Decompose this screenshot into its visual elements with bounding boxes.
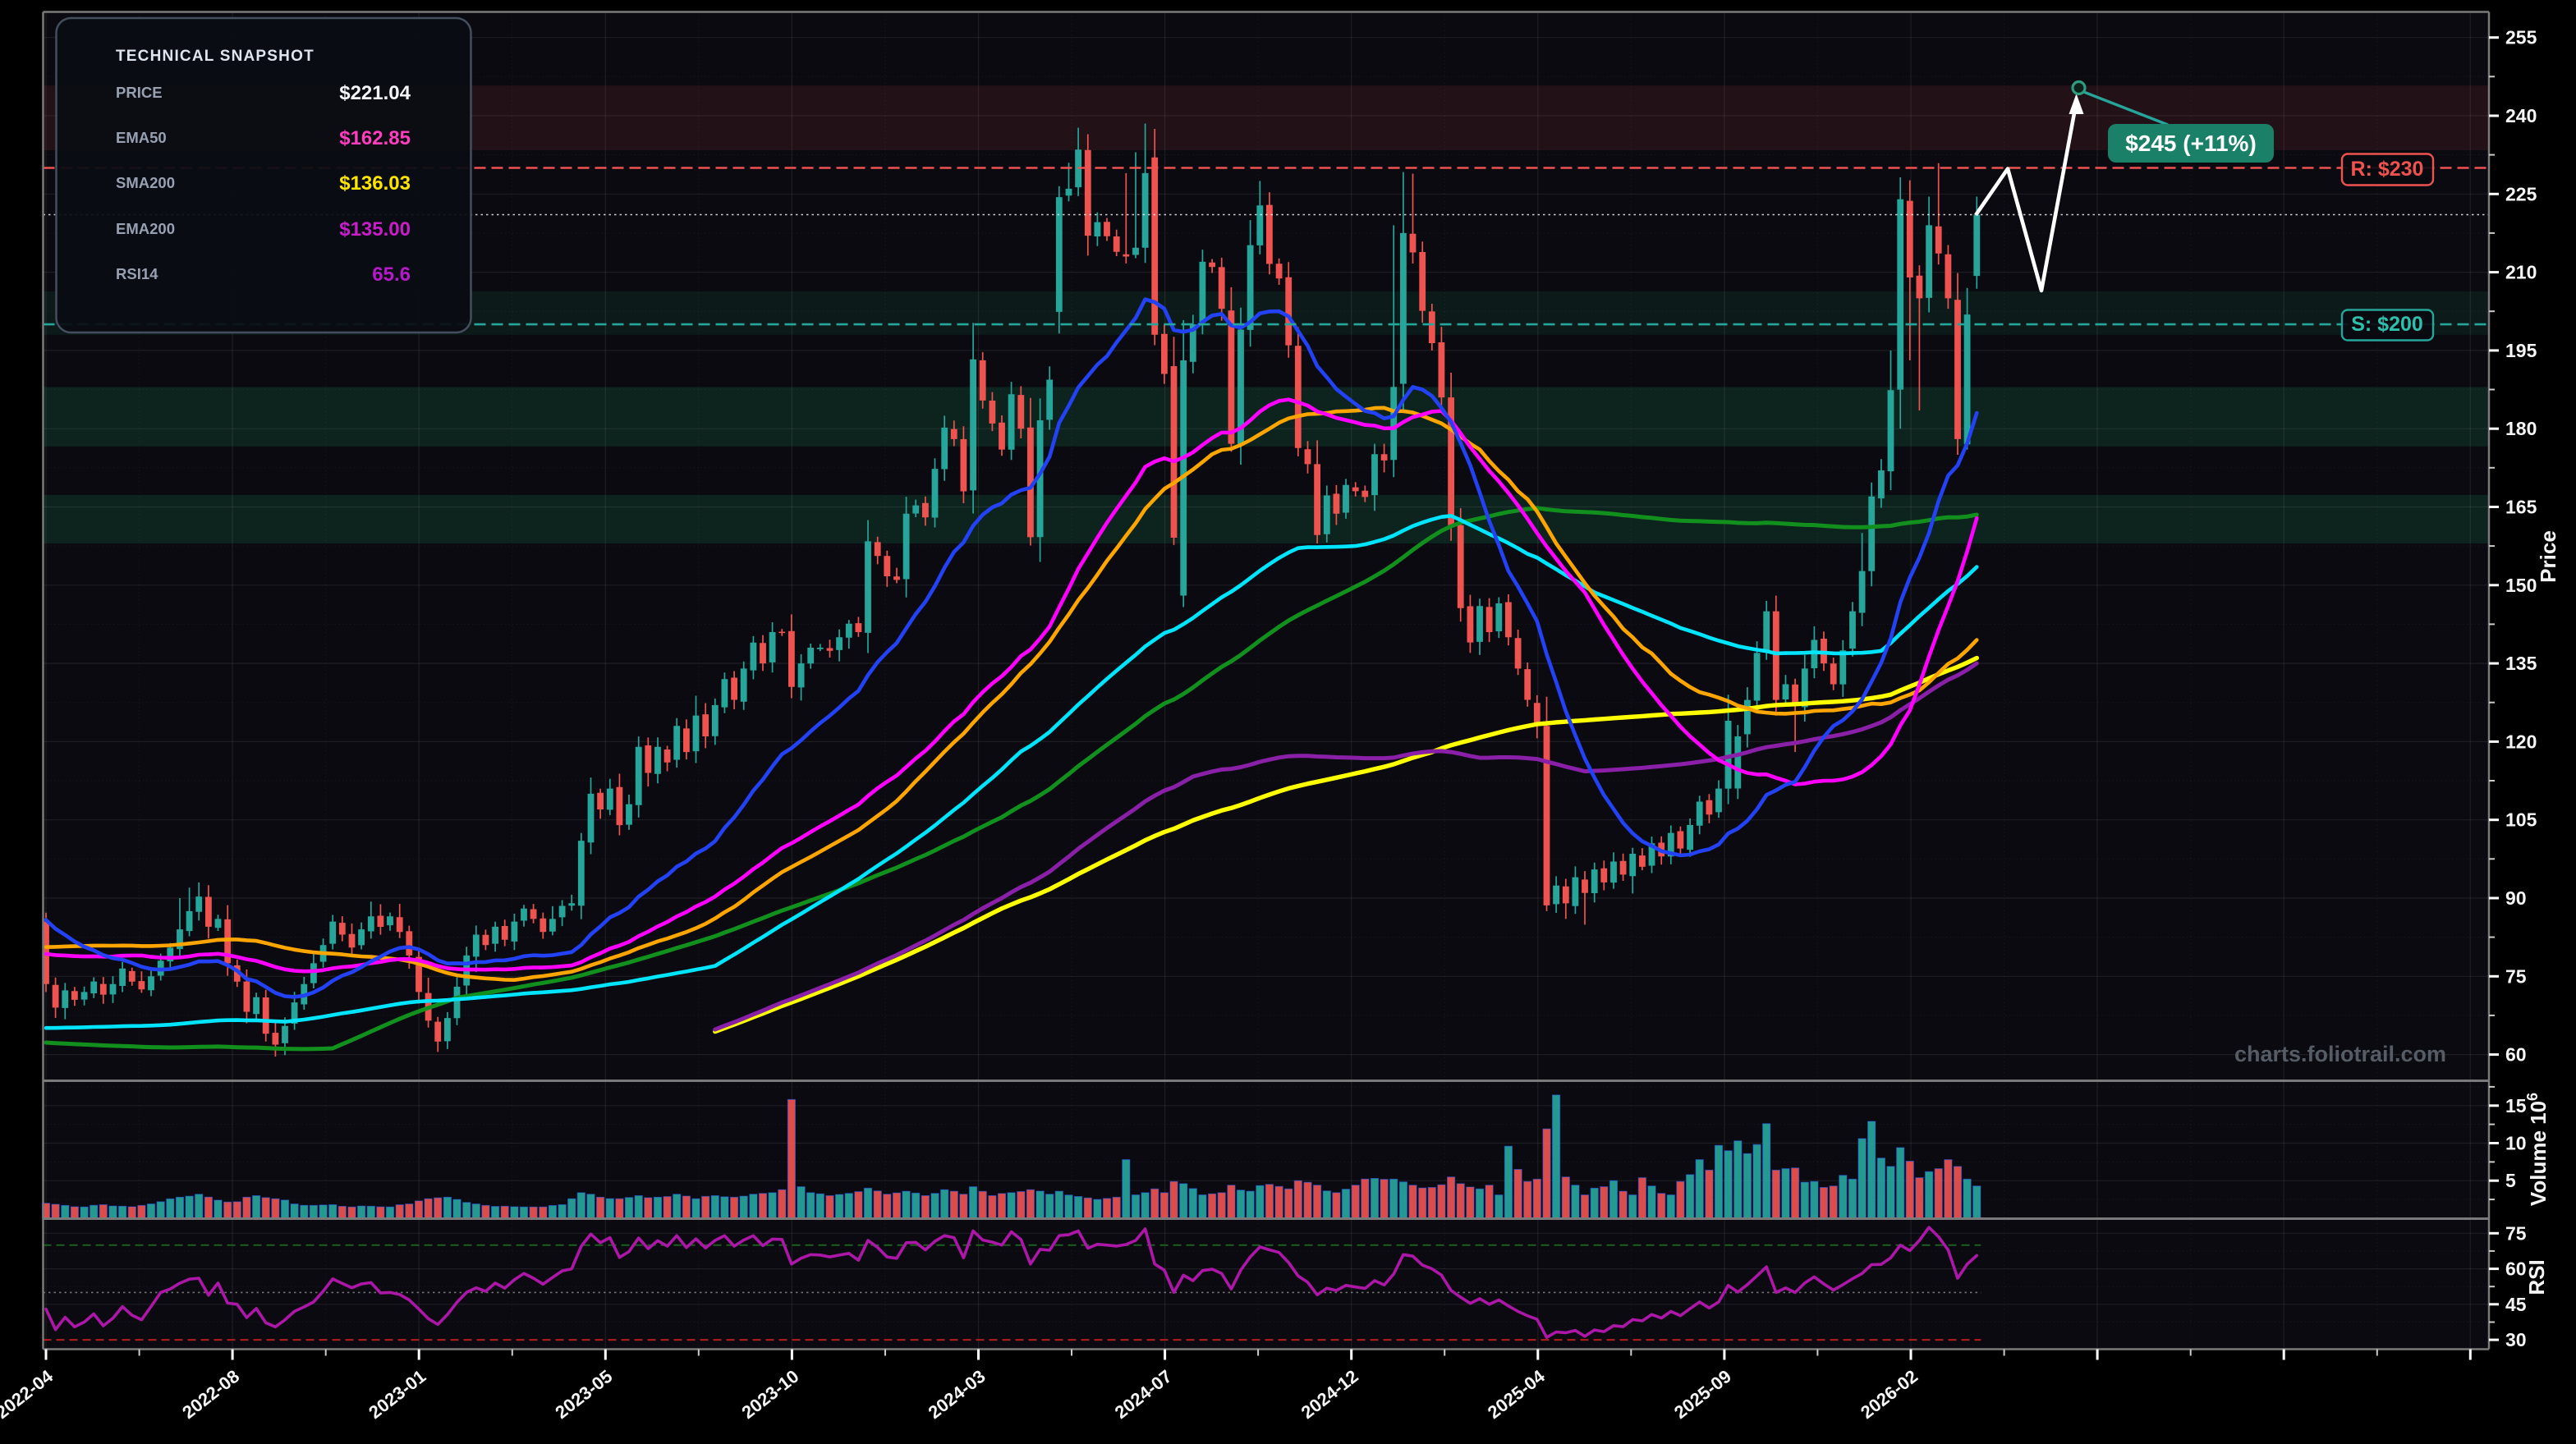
svg-text:PRICE: PRICE bbox=[116, 84, 163, 101]
svg-text:60: 60 bbox=[2505, 1258, 2527, 1280]
svg-text:EMA50: EMA50 bbox=[116, 129, 167, 146]
svg-text:120: 120 bbox=[2505, 731, 2537, 752]
svg-text:RSI14: RSI14 bbox=[116, 265, 158, 282]
svg-text:75: 75 bbox=[2505, 965, 2527, 987]
svg-text:60: 60 bbox=[2505, 1044, 2527, 1066]
svg-text:TECHNICAL SNAPSHOT: TECHNICAL SNAPSHOT bbox=[116, 48, 315, 65]
svg-text:SMA200: SMA200 bbox=[116, 174, 175, 191]
svg-text:charts.foliotrail.com: charts.foliotrail.com bbox=[2234, 1042, 2446, 1066]
svg-text:225: 225 bbox=[2505, 183, 2537, 204]
svg-text:65.6: 65.6 bbox=[372, 264, 411, 286]
svg-text:Volume 106: Volume 106 bbox=[2524, 1093, 2551, 1206]
svg-text:150: 150 bbox=[2505, 575, 2537, 596]
svg-text:5: 5 bbox=[2505, 1170, 2516, 1191]
svg-text:105: 105 bbox=[2505, 809, 2537, 831]
svg-text:R: $230: R: $230 bbox=[2351, 158, 2424, 181]
svg-text:45: 45 bbox=[2505, 1294, 2527, 1315]
svg-text:$221.04: $221.04 bbox=[339, 82, 411, 104]
svg-text:EMA200: EMA200 bbox=[116, 220, 175, 237]
svg-text:240: 240 bbox=[2505, 105, 2537, 126]
svg-text:90: 90 bbox=[2505, 887, 2527, 909]
svg-text:75: 75 bbox=[2505, 1222, 2527, 1244]
svg-text:135: 135 bbox=[2505, 653, 2537, 674]
svg-text:Price: Price bbox=[2536, 530, 2560, 583]
svg-text:RSI: RSI bbox=[2524, 1259, 2549, 1295]
svg-text:$162.85: $162.85 bbox=[339, 127, 411, 149]
svg-text:30: 30 bbox=[2505, 1329, 2527, 1350]
svg-text:$135.00: $135.00 bbox=[339, 218, 411, 241]
svg-text:180: 180 bbox=[2505, 418, 2537, 439]
svg-text:15: 15 bbox=[2505, 1095, 2527, 1116]
svg-text:$245 (+11%): $245 (+11%) bbox=[2125, 131, 2257, 156]
svg-text:165: 165 bbox=[2505, 497, 2537, 518]
svg-text:255: 255 bbox=[2505, 27, 2537, 48]
svg-text:S: $200: S: $200 bbox=[2351, 313, 2423, 336]
svg-text:$136.03: $136.03 bbox=[339, 172, 411, 195]
svg-text:195: 195 bbox=[2505, 340, 2537, 361]
svg-text:10: 10 bbox=[2505, 1133, 2527, 1154]
svg-text:210: 210 bbox=[2505, 262, 2537, 283]
